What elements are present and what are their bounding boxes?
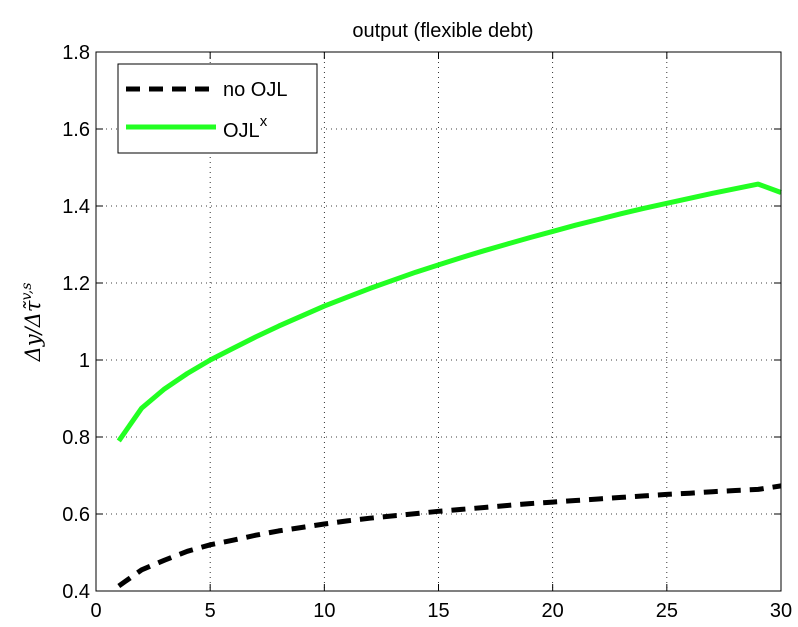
- y-tick-label: 0.8: [62, 427, 90, 449]
- axis-ticks: 0 5 10 15 20 25 30 0.4 0.6 0.8 1 1.2 1.4 1.6 1.8: [62, 42, 792, 622]
- series-line-no-ojl: [117, 483, 782, 589]
- legend-label-ojl-x: OJLx: [223, 113, 268, 142]
- x-tick-label: 5: [205, 600, 216, 622]
- y-tick-label: 0.4: [62, 581, 90, 603]
- y-tick-label: 1.8: [62, 42, 90, 64]
- y-tick-label: 1.6: [62, 119, 90, 141]
- grid: [96, 52, 781, 591]
- legend: no OJL OJLx: [117, 63, 318, 154]
- x-tick-label: 25: [656, 600, 678, 622]
- y-axis-label: Δy/Δτ̃v,s: [19, 283, 45, 363]
- x-tick-label: 15: [427, 600, 449, 622]
- legend-label-ojl-x-main: OJL: [223, 120, 260, 142]
- y-tick-label: 1.4: [62, 196, 90, 218]
- y-tick-label: 1: [79, 350, 90, 372]
- x-tick-label: 10: [313, 600, 335, 622]
- legend-box: [117, 63, 318, 154]
- series-layer: [116, 181, 782, 589]
- y-axis-label-superscript: v,s: [19, 283, 35, 301]
- legend-label-no-ojl: no OJL: [223, 79, 287, 101]
- y-tick-label: 0.6: [62, 504, 90, 526]
- legend-label-ojl-x-superscript: x: [260, 113, 268, 130]
- legend-label-no-ojl-main: no OJL: [223, 79, 287, 101]
- series-line-ojl-x: [116, 181, 782, 443]
- y-axis-label-main: Δy/Δτ̃: [21, 300, 45, 362]
- y-tick-label: 1.2: [62, 273, 90, 295]
- x-tick-label: 30: [770, 600, 792, 622]
- x-tick-label: 0: [90, 600, 101, 622]
- chart-title: output (flexible debt): [352, 20, 533, 42]
- x-tick-label: 20: [542, 600, 564, 622]
